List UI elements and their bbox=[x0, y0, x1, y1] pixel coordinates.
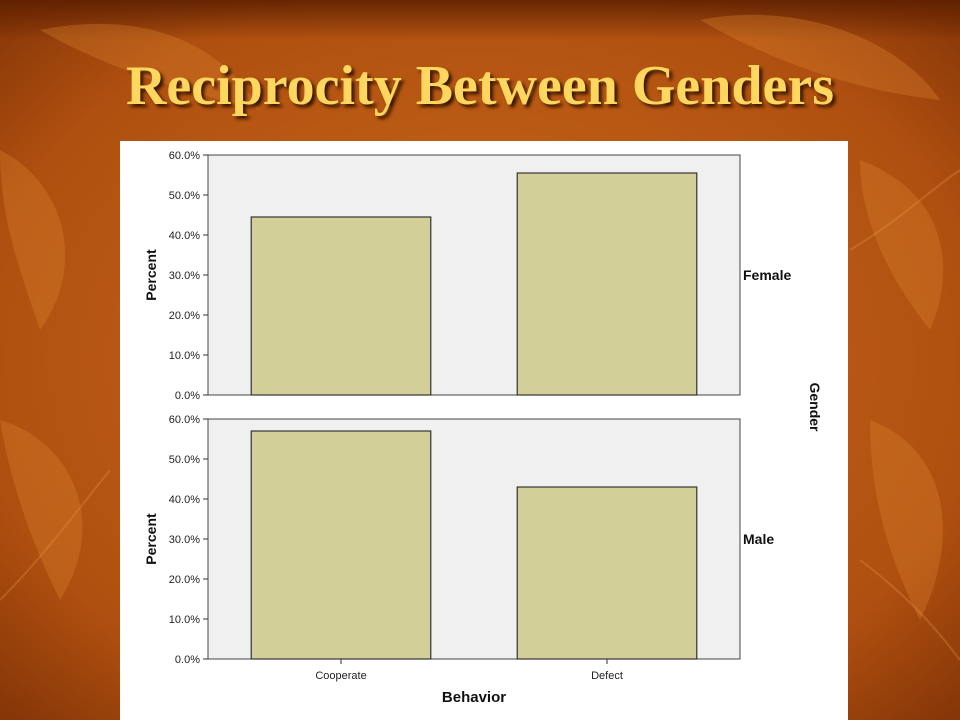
y-tick-label: 60.0% bbox=[169, 414, 200, 426]
y-tick-label: 50.0% bbox=[169, 190, 200, 202]
bar-chart: 0.0% 10.0% 20.0% 30.0% 40.0% 50.0% 60.0% Percen… bbox=[143, 150, 823, 706]
bar-female-cooperate bbox=[250, 216, 432, 396]
panel-label-female: Female bbox=[743, 267, 791, 283]
y-tick-label: 40.0% bbox=[169, 230, 200, 242]
y-axis-label: Percent bbox=[143, 249, 159, 301]
slide-title: Reciprocity Between Genders bbox=[125, 55, 835, 117]
y-tick-label: 60.0% bbox=[169, 150, 200, 162]
y-tick-label: 20.0% bbox=[169, 574, 200, 586]
leaf-decoration bbox=[0, 14, 944, 620]
y-tick-label: 0.0% bbox=[175, 654, 200, 666]
y-tick-label: 20.0% bbox=[169, 310, 200, 322]
y-tick-label: 40.0% bbox=[169, 494, 200, 506]
x-tick-label: Cooperate bbox=[315, 670, 366, 682]
bar-male-defect bbox=[516, 486, 698, 660]
y-tick-label: 10.0% bbox=[169, 350, 200, 362]
bar-male-cooperate bbox=[250, 430, 432, 660]
chart-panel: 0.0% 10.0% 20.0% 30.0% 40.0% 50.0% 60.0% Percen… bbox=[120, 141, 848, 720]
y-tick-label: 30.0% bbox=[169, 534, 200, 546]
panel-variable-label: Gender bbox=[807, 382, 823, 432]
y-tick-label: 10.0% bbox=[169, 614, 200, 626]
x-axis-label: Behavior bbox=[442, 689, 506, 706]
y-tick-label: 30.0% bbox=[169, 270, 200, 282]
panel-label-male: Male bbox=[743, 531, 774, 547]
y-tick-label: 50.0% bbox=[169, 454, 200, 466]
y-tick-label: 0.0% bbox=[175, 390, 200, 402]
y-axis-label: Percent bbox=[143, 513, 159, 565]
bar-female-defect bbox=[516, 172, 698, 396]
x-tick-label: Defect bbox=[591, 670, 623, 682]
leaf-veins bbox=[0, 169, 960, 661]
